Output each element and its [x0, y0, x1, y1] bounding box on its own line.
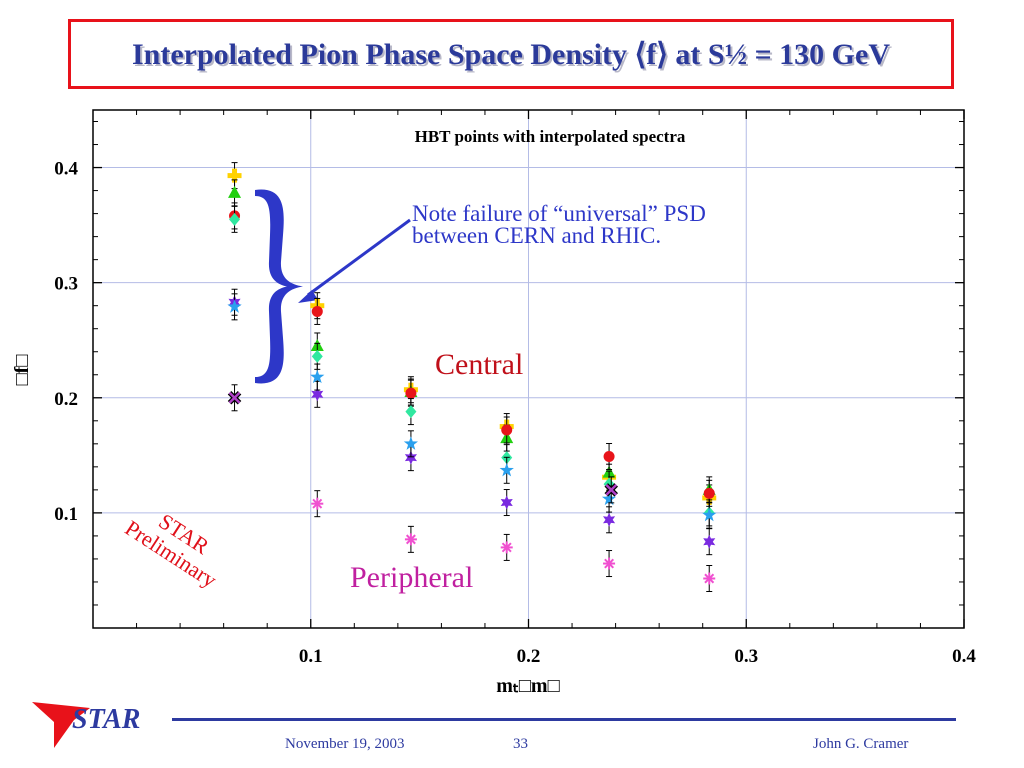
marker-asterisk-arm: [312, 498, 323, 509]
y-tick-label: 0.4: [54, 159, 78, 180]
x-tick-label: 0.4: [952, 646, 976, 667]
marker-star5: [601, 491, 617, 506]
marker-circle: [603, 450, 615, 462]
marker-triangle: [228, 185, 242, 198]
marker-circle: [311, 305, 323, 317]
data-point-s2: [603, 442, 615, 470]
star-logo-icon: [32, 702, 90, 748]
marker-asterisk-arm: [704, 573, 715, 584]
axis-ticks: 0.1 0.2 0.3 0.4 0.1 0.2 0.3 0.4: [54, 110, 976, 667]
data-point-s2: [501, 416, 513, 444]
marker-star5: [702, 507, 717, 522]
marker-star6: [703, 534, 716, 549]
marker-asterisk-arm: [604, 558, 615, 569]
data-point-s3: [405, 398, 417, 426]
data-point-s4: [703, 528, 716, 556]
footer-date: November 19, 2003: [285, 736, 405, 752]
data-point-s4: [500, 489, 513, 517]
preliminary-stamp: STAR Preliminary: [121, 508, 222, 592]
data-point-s6: [604, 476, 619, 504]
marker-star6: [500, 495, 513, 510]
marker-cross-v: [232, 168, 238, 183]
marker-circle: [501, 424, 513, 436]
data-points: [227, 162, 717, 593]
data-point-s7: [500, 533, 513, 561]
note-line-2: between CERN and RHIC.: [412, 223, 661, 248]
y-tick-label: 0.1: [54, 504, 78, 525]
marker-asterisk-arm: [501, 542, 512, 553]
y-axis-label: □f□: [11, 355, 33, 386]
x-tick-label: 0.1: [299, 646, 323, 667]
chart-labels: HBT points with interpolated spectra Not…: [11, 127, 706, 697]
data-point-s7: [311, 490, 324, 518]
chart: 0.1 0.2 0.3 0.4 0.1 0.2 0.3 0.4 HBT points with…: [11, 109, 976, 697]
data-point-s5: [310, 363, 325, 391]
data-point-s7: [404, 525, 417, 553]
data-point-s1: [228, 179, 242, 207]
x-axis-label: mₜ□m□: [496, 675, 559, 697]
data-point-s7: [703, 565, 716, 593]
curly-brace: [255, 189, 303, 384]
data-point-s3: [229, 205, 241, 233]
y-tick-label: 0.3: [54, 274, 78, 295]
marker-x: [228, 391, 241, 404]
footer-page-number: 33: [513, 736, 528, 752]
central-label: Central: [435, 348, 523, 381]
peripheral-label: Peripheral: [350, 561, 473, 594]
note-arrow: [298, 218, 411, 303]
y-tick-label: 0.2: [54, 389, 78, 410]
x-tick-label: 0.2: [517, 646, 541, 667]
marker-star6: [311, 387, 324, 402]
marker-diamond: [405, 405, 417, 419]
page-title: Interpolated Pion Phase Space Density ⟨f…: [132, 37, 890, 71]
marker-star6: [603, 512, 616, 527]
footer-divider: [172, 718, 956, 721]
marker-star5: [310, 369, 325, 384]
marker-star6: [404, 450, 417, 465]
star-logo-text: STAR: [72, 704, 141, 735]
marker-asterisk-arm: [405, 534, 416, 545]
chart-title: HBT points with interpolated spectra: [415, 127, 686, 146]
data-point-s5: [702, 501, 717, 529]
x-tick-label: 0.3: [734, 646, 758, 667]
data-point-s2: [311, 297, 323, 325]
marker-diamond: [311, 349, 323, 363]
title-frame: Interpolated Pion Phase Space Density ⟨f…: [68, 19, 954, 89]
marker-star5: [403, 436, 418, 450]
data-point-s6: [227, 384, 242, 412]
brace-path: [255, 189, 303, 384]
footer-author: John G. Cramer: [813, 736, 909, 752]
marker-circle: [405, 387, 417, 399]
marker-star5: [227, 299, 242, 313]
data-point-s5: [499, 456, 514, 484]
data-point-s5: [403, 430, 418, 458]
marker-diamond: [229, 212, 241, 226]
marker-star5: [499, 462, 514, 477]
chart-grid: [93, 110, 964, 628]
marker-circle: [703, 487, 715, 499]
note-line-1: Note failure of “universal” PSD: [412, 201, 706, 226]
marker-x: [605, 483, 618, 496]
data-point-s5: [227, 293, 242, 321]
data-point-s7: [603, 550, 616, 578]
